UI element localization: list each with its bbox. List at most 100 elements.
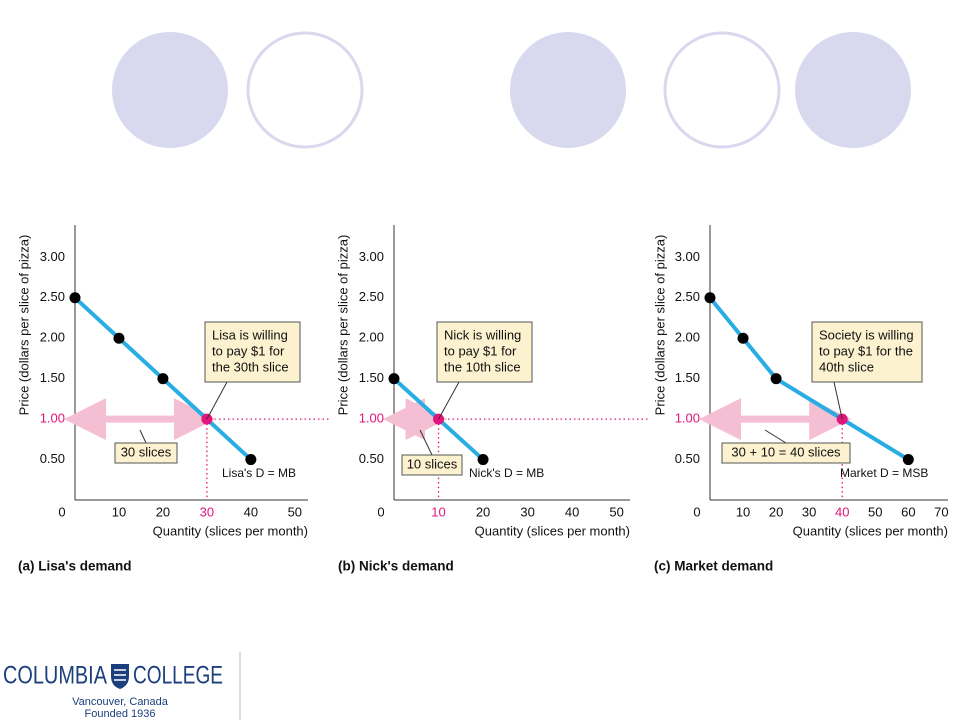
point — [770, 373, 782, 385]
circle — [795, 32, 911, 148]
y-axis-label: Price (dollars per slice of pizza) — [16, 235, 31, 416]
y-tick-label: 2.50 — [40, 289, 65, 304]
logo-shield — [111, 664, 129, 689]
x-tick-label: 20 — [476, 504, 490, 519]
leader — [764, 429, 787, 444]
x-tick-label: 70 — [934, 504, 948, 519]
x-tick-label: 0 — [58, 504, 65, 519]
point — [388, 373, 400, 385]
x-tick-label: 40 — [244, 504, 258, 519]
quantity-box — [114, 442, 178, 464]
quantity-box — [721, 442, 851, 464]
curve-label: Lisa's D = MB — [222, 466, 296, 480]
panel: 0.50 1.00 1.50 2.00 2.50 3.00 0 10 20 30 40 50 60 70 P… — [652, 225, 949, 574]
circle — [663, 31, 781, 149]
x-tick-label: 40 — [565, 504, 579, 519]
y-tick-label: 1.00 — [359, 411, 384, 426]
x-tick-label: 10 — [431, 504, 445, 519]
y-tick-label: 0.50 — [40, 451, 65, 466]
x-axis-label: Quantity (slices per month) — [793, 523, 948, 538]
logo: COLUMBIA COLLEGE Vancouver, Canada Found… — [3, 652, 241, 720]
x-tick-label: 50 — [868, 504, 882, 519]
y-tick-label: 3.00 — [40, 249, 65, 264]
y-tick-label: 2.50 — [359, 289, 384, 304]
y-tick-label: 3.00 — [359, 249, 384, 264]
annotation-text: the 10th slice — [444, 359, 521, 374]
logo-location: Vancouver, Canada — [72, 696, 169, 708]
annotation-text: Society is willing — [819, 327, 914, 342]
quantity-label: 30 + 10 = 40 slices — [731, 444, 841, 459]
panel-caption: (c) Market demand — [654, 559, 773, 574]
curve-label: Market D = MSB — [840, 466, 928, 480]
panel-caption: (b) Nick's demand — [338, 559, 454, 574]
y-tick-label: 1.50 — [40, 370, 65, 385]
x-tick-label: 0 — [693, 504, 700, 519]
x-tick-label: 40 — [835, 504, 849, 519]
y-tick-label: 2.50 — [675, 289, 700, 304]
y-tick-label: 1.50 — [675, 370, 700, 385]
point — [113, 332, 125, 344]
point — [737, 332, 749, 344]
x-tick-label: 20 — [769, 504, 783, 519]
circle — [246, 31, 364, 149]
annotation-box — [204, 321, 301, 383]
y-axis-label: Price (dollars per slice of pizza) — [335, 235, 350, 416]
x-tick-label: 10 — [112, 504, 126, 519]
x-tick-label: 30 — [802, 504, 816, 519]
y-tick-label: 2.00 — [675, 330, 700, 345]
point — [69, 292, 81, 304]
leader — [419, 429, 433, 456]
quantity-box — [401, 454, 463, 476]
annotation-box — [811, 321, 923, 383]
y-tick-label: 3.00 — [675, 249, 700, 264]
annotation-text: Nick is willing — [444, 327, 521, 342]
y-tick-label: 0.50 — [675, 451, 700, 466]
x-tick-label: 50 — [288, 504, 302, 519]
point — [902, 454, 914, 466]
y-tick-label: 0.50 — [359, 451, 384, 466]
leader — [206, 381, 228, 420]
point — [477, 454, 489, 466]
annotation-text: to pay $1 for — [212, 343, 285, 358]
logo-founded: Founded 1936 — [85, 708, 156, 720]
panel: 0.50 1.00 1.50 2.00 2.50 3.00 0 10 20 30 40 50 Price… — [16, 225, 330, 574]
annotation-text: Lisa is willing — [212, 327, 288, 342]
x-axis-label: Quantity (slices per month) — [475, 523, 630, 538]
x-tick-label: 20 — [156, 504, 170, 519]
panel: 0.50 1.00 1.50 2.00 2.50 3.00 0 10 20 30 40 50 Price… — [335, 225, 650, 574]
point — [157, 373, 169, 385]
circle — [510, 32, 626, 148]
x-tick-label: 10 — [736, 504, 750, 519]
leader — [139, 429, 147, 444]
annotation-text: the 30th slice — [212, 359, 289, 374]
quantity-label: 10 slices — [407, 456, 458, 471]
y-tick-label: 1.50 — [359, 370, 384, 385]
y-tick-label: 2.00 — [40, 330, 65, 345]
circle — [112, 32, 228, 148]
decoration — [112, 31, 911, 149]
y-tick-label: 2.00 — [359, 330, 384, 345]
y-tick-label: 1.00 — [675, 411, 700, 426]
annotation-box — [436, 321, 533, 383]
x-tick-label: 0 — [377, 504, 384, 519]
annotation-text: to pay $1 for — [444, 343, 517, 358]
y-tick-label: 1.00 — [40, 411, 65, 426]
point — [704, 292, 716, 304]
x-tick-label: 60 — [901, 504, 915, 519]
point — [245, 454, 257, 466]
x-tick-label: 30 — [200, 504, 214, 519]
panel-caption: (a) Lisa's demand — [18, 559, 132, 574]
annotation-text: 40th slice — [819, 359, 874, 374]
annotation-text: to pay $1 for the — [819, 343, 913, 358]
x-axis-label: Quantity (slices per month) — [153, 523, 308, 538]
x-tick-label: 50 — [609, 504, 623, 519]
x-tick-label: 30 — [520, 504, 534, 519]
logo-shield-lines — [114, 669, 126, 681]
logo-name: COLLEGE — [133, 662, 223, 690]
leader — [833, 381, 843, 420]
leader — [438, 381, 460, 420]
quantity-label: 30 slices — [121, 444, 172, 459]
y-axis-label: Price (dollars per slice of pizza) — [652, 235, 667, 416]
logo-name: COLUMBIA — [3, 662, 107, 690]
